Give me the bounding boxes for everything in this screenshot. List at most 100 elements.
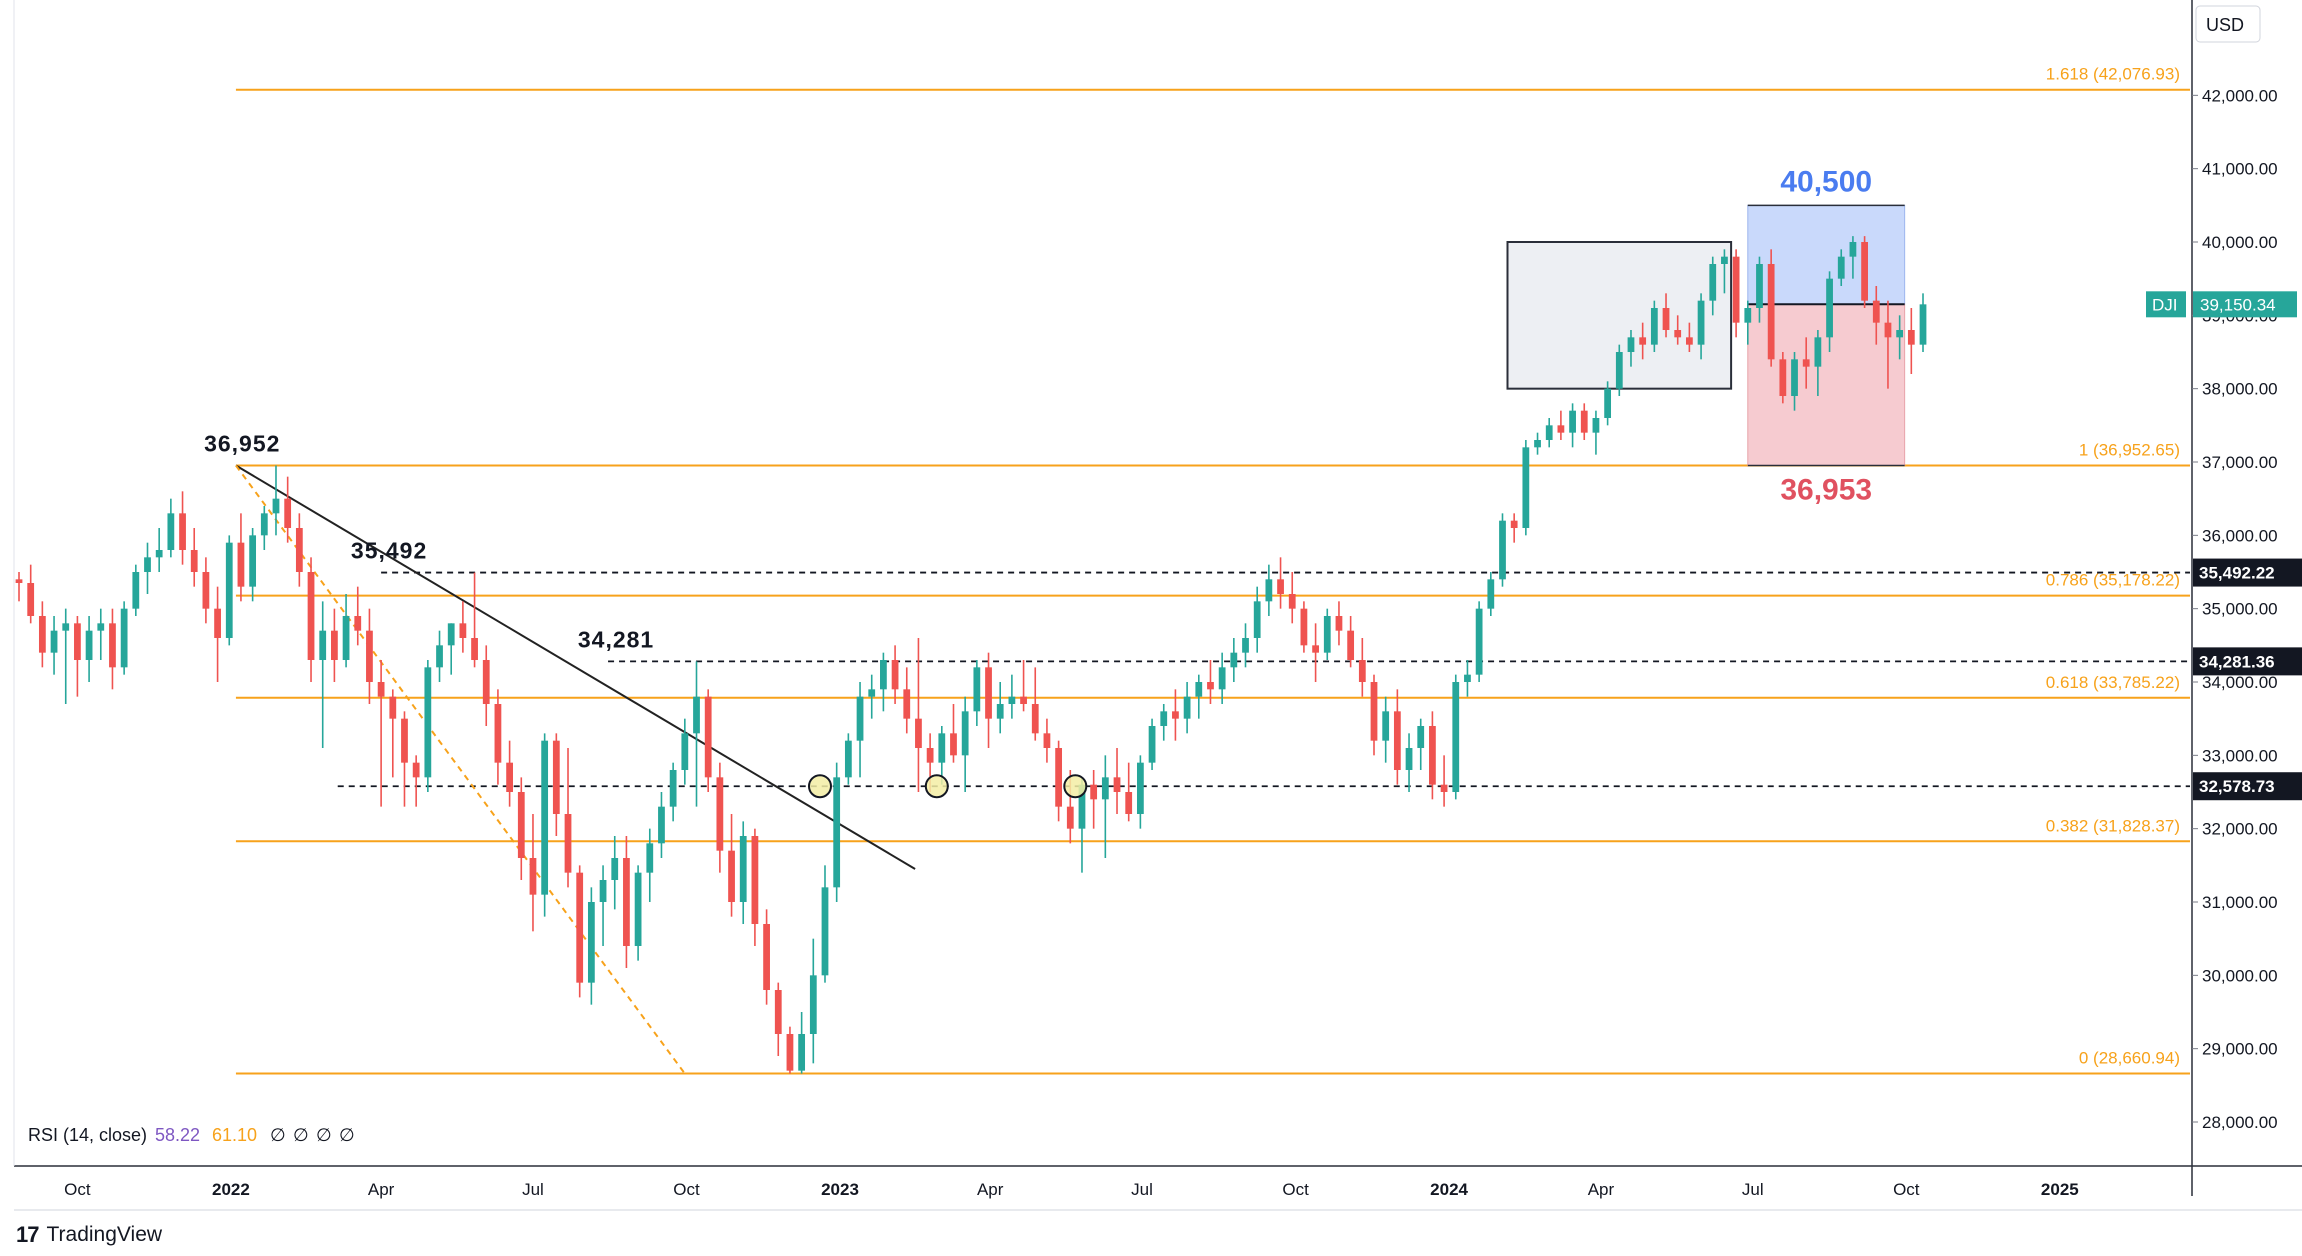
candle-body-up — [436, 645, 443, 668]
candle-body-down — [1802, 359, 1810, 367]
candle-body-up — [249, 535, 257, 587]
rsi-legend[interactable]: RSI (14, close) 58.22 61.10 ∅ ∅ ∅ ∅ — [28, 1125, 355, 1145]
fib-level-label: 1.618 (42,076.93) — [2046, 65, 2180, 84]
candle-body-down — [704, 696, 712, 778]
candle-body-down — [1662, 308, 1670, 330]
x-tick-label: Apr — [977, 1180, 1004, 1199]
candle-body-up — [1604, 388, 1612, 418]
candle-body-up — [1545, 425, 1553, 440]
fib-level-label: 0.618 (33,785.22) — [2046, 673, 2180, 692]
candle-body-down — [728, 850, 735, 902]
candle-body-up — [1592, 418, 1600, 433]
candle-body-up — [1452, 682, 1460, 792]
candle-body-down — [27, 583, 35, 616]
rsi-value: 58.22 — [155, 1125, 200, 1145]
x-tick-label: Oct — [64, 1180, 91, 1199]
peak-label: 36,952 — [204, 431, 280, 457]
candle-body-up — [1534, 440, 1541, 448]
candle-body-up — [681, 733, 689, 770]
y-tick-label: 28,000.00 — [2202, 1113, 2278, 1132]
candle-body-down — [412, 762, 420, 778]
candle-body-down — [1043, 733, 1051, 748]
candle-body-down — [74, 623, 81, 660]
x-tick-label: 2025 — [2041, 1180, 2079, 1199]
candle-body-up — [809, 975, 817, 1034]
candle-body-up — [961, 711, 969, 756]
candle-body-down — [1557, 425, 1565, 433]
rsi-ma-value: 61.10 — [212, 1125, 257, 1145]
candle-body-up — [1499, 520, 1506, 580]
candle-body-up — [1744, 308, 1752, 323]
candle-body-up — [587, 902, 595, 983]
candle-body-down — [38, 616, 46, 653]
currency-box[interactable] — [2195, 5, 2261, 43]
candle-body-up — [1242, 638, 1249, 653]
candle-body-up — [1230, 652, 1238, 668]
candle-body-up — [634, 872, 642, 946]
current-price-label: 39,150.34 — [2200, 295, 2276, 314]
price-level-badge-label: 35,492.22 — [2199, 564, 2275, 583]
candle-body-down — [1113, 777, 1121, 792]
rsi-extra-1: ∅ — [270, 1125, 286, 1145]
ticker-label: DJI — [2152, 295, 2178, 314]
tradingview-logo-icon: 17 — [16, 1222, 40, 1247]
x-tick-label: 2022 — [212, 1180, 250, 1199]
candle-body-up — [1078, 784, 1086, 829]
target-label: 40,500 — [1780, 165, 1872, 198]
candle-body-up — [1253, 601, 1261, 638]
candle-body-down — [1277, 579, 1284, 594]
candle-body-up — [225, 542, 233, 638]
candle-body-up — [1826, 278, 1833, 338]
x-tick-label: 2023 — [821, 1180, 859, 1199]
candle-body-up — [669, 770, 677, 807]
candle-body-down — [284, 498, 292, 528]
y-tick-label: 38,000.00 — [2202, 380, 2278, 399]
candle-body-down — [891, 660, 899, 690]
candle-body-up — [132, 572, 140, 609]
candle-body-down — [1055, 748, 1063, 807]
candle-body-up — [1756, 264, 1763, 308]
rsi-extra-4: ∅ — [339, 1125, 355, 1145]
candle-body-down — [389, 696, 397, 719]
x-tick-label: Apr — [368, 1180, 395, 1199]
rsi-extra-3: ∅ — [316, 1125, 332, 1145]
candle-body-down — [751, 836, 759, 924]
candle-body-down — [377, 682, 385, 697]
candle-body-up — [1265, 579, 1273, 602]
candle-body-down — [295, 528, 303, 572]
candle-body-down — [1440, 784, 1448, 792]
price-level-badge-label: 34,281.36 — [2199, 652, 2275, 671]
y-tick-label: 31,000.00 — [2202, 893, 2278, 912]
support-touch-marker — [807, 774, 832, 799]
candle-body-up — [260, 513, 268, 536]
candle-body-down — [471, 638, 478, 660]
candle-body-down — [459, 623, 467, 638]
candle-body-down — [985, 667, 992, 719]
candle-body-up — [844, 740, 852, 778]
candle-body-up — [1008, 696, 1016, 704]
current-price-badge — [2193, 291, 2297, 318]
candle-body-down — [1172, 711, 1179, 719]
candle-body-up — [646, 843, 654, 873]
candle-body-down — [517, 792, 525, 858]
candle-body-down — [1429, 726, 1436, 785]
candle-body-up — [342, 616, 350, 660]
y-tick-label: 35,000.00 — [2202, 600, 2278, 619]
candle-body-down — [506, 762, 513, 792]
candle-body-down — [1207, 682, 1214, 690]
candle-body-up — [1218, 667, 1226, 690]
candle-body-down — [786, 1034, 794, 1071]
tradingview-branding[interactable]: 17 TradingView — [16, 1220, 162, 1250]
candle-body-up — [272, 498, 280, 514]
candle-body-down — [1300, 608, 1308, 646]
candle-body-up — [319, 630, 327, 660]
candle-body-up — [50, 630, 58, 653]
candle-body-up — [1791, 359, 1798, 396]
peak-label: 34,281 — [578, 626, 654, 652]
candle-body-down — [494, 704, 502, 763]
x-tick-label: Apr — [1588, 1180, 1615, 1199]
y-tick-label: 30,000.00 — [2202, 966, 2278, 985]
candle-body-down — [1393, 711, 1401, 770]
